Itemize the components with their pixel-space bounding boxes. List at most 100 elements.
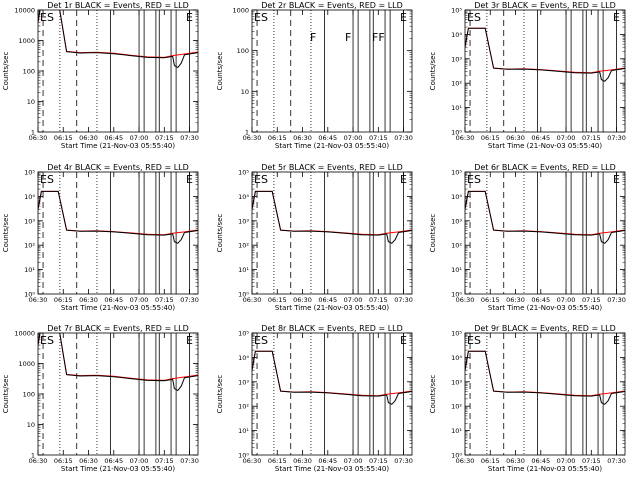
- x-tick-label: 06:30: [243, 457, 262, 465]
- x-tick-label: 06:30: [293, 457, 312, 465]
- marker-label: ES: [40, 173, 54, 186]
- y-tick-label: 10⁰: [24, 291, 35, 299]
- y-tick-label: 10³: [451, 217, 462, 225]
- x-tick-label: 07:00: [557, 296, 576, 304]
- y-tick-label: 10000: [14, 330, 35, 338]
- y-tick-label: 100: [23, 68, 35, 76]
- y-tick-label: 10¹: [238, 266, 249, 274]
- series-events-line: [252, 190, 412, 244]
- y-tick-label: 10⁰: [238, 291, 249, 299]
- marker-label: E: [400, 334, 407, 347]
- x-tick-label: 07:15: [582, 134, 601, 142]
- x-tick-label: 07:30: [607, 296, 626, 304]
- event-lines: [42, 172, 190, 294]
- y-tick-label: 10: [241, 88, 249, 96]
- series-events-line: [252, 350, 412, 405]
- series-lld-line: [465, 350, 625, 397]
- plot-frame: [37, 332, 199, 456]
- marker-label: E: [186, 11, 193, 24]
- marker-label: E: [186, 173, 193, 186]
- marker-label: ES: [467, 11, 481, 24]
- panel-title: Det 3r BLACK = Events, RED = LLD: [474, 1, 616, 10]
- plot-frame: [464, 332, 626, 456]
- y-tick-label: 10: [27, 98, 35, 106]
- y-tick-label: 10⁰: [451, 452, 462, 460]
- x-tick-label: 07:15: [582, 457, 601, 465]
- x-tick-label: 06:15: [481, 457, 500, 465]
- x-tick-label: 06:15: [268, 134, 287, 142]
- marker-label: F: [345, 31, 351, 44]
- marker-label: ES: [40, 11, 54, 24]
- y-tick-label: 10³: [451, 55, 462, 63]
- x-tick-label: 06:30: [79, 134, 98, 142]
- x-tick-label: 06:30: [29, 296, 48, 304]
- x-axis-label: Start Time (21-Nov-03 05:55:40): [275, 465, 389, 473]
- x-axis-label: Start Time (21-Nov-03 05:55:40): [275, 142, 389, 150]
- event-lines: [256, 172, 404, 294]
- y-tick-label: 10²: [451, 403, 462, 411]
- y-tick-label: 10²: [451, 242, 462, 250]
- series-lld-line: [465, 27, 625, 74]
- y-axis-label: Counts/sec: [216, 52, 224, 91]
- y-tick-label: 1: [245, 129, 249, 137]
- x-tick-label: 06:45: [531, 457, 550, 465]
- y-axis-label: Counts/sec: [216, 375, 224, 414]
- y-tick-label: 100: [237, 47, 249, 55]
- x-tick-label: 07:00: [344, 457, 363, 465]
- y-tick-label: 10⁵: [451, 7, 462, 15]
- series-lld-line: [252, 350, 412, 397]
- x-tick-label: 06:15: [54, 296, 73, 304]
- marker-label: E: [186, 334, 193, 347]
- y-axis-label: Counts/sec: [2, 214, 10, 253]
- y-tick-label: 10²: [238, 403, 249, 411]
- series-events-line: [465, 27, 625, 82]
- marker-label: E: [613, 173, 620, 186]
- x-axis-label: Start Time (21-Nov-03 05:55:40): [488, 304, 602, 312]
- marker-label: E: [613, 334, 620, 347]
- x-tick-label: 07:00: [557, 134, 576, 142]
- x-tick-label: 06:30: [506, 134, 525, 142]
- x-tick-label: 06:30: [506, 296, 525, 304]
- y-tick-label: 10¹: [238, 427, 249, 435]
- event-lines: [256, 10, 404, 132]
- event-lines: [469, 333, 617, 455]
- x-tick-label: 06:15: [481, 134, 500, 142]
- x-tick-label: 06:15: [481, 296, 500, 304]
- y-tick-label: 10²: [24, 242, 35, 250]
- y-tick-label: 10⁴: [24, 193, 35, 201]
- plot-frame: [464, 9, 626, 133]
- plot-frame: [251, 171, 413, 295]
- y-tick-label: 10⁴: [451, 354, 462, 362]
- y-axis-label: Counts/sec: [216, 214, 224, 253]
- y-tick-label: 1: [31, 129, 35, 137]
- panel-title: Det 2r BLACK = Events, RED = LLD: [261, 1, 403, 10]
- x-tick-label: 06:45: [531, 134, 550, 142]
- plot-frame: [251, 9, 413, 133]
- marker-label: E: [400, 173, 407, 186]
- x-tick-label: 07:30: [607, 457, 626, 465]
- x-tick-label: 07:30: [180, 134, 199, 142]
- y-tick-label: 10³: [451, 378, 462, 386]
- y-tick-label: 1000: [232, 7, 249, 15]
- plot-frame: [251, 332, 413, 456]
- y-tick-label: 10⁵: [451, 330, 462, 338]
- x-tick-label: 07:30: [394, 457, 413, 465]
- x-tick-label: 06:30: [29, 134, 48, 142]
- y-axis-label: Counts/sec: [429, 375, 437, 414]
- x-tick-label: 06:30: [506, 457, 525, 465]
- y-tick-label: 10²: [238, 242, 249, 250]
- x-tick-label: 07:15: [369, 134, 388, 142]
- series-lld-line: [465, 190, 625, 236]
- x-tick-label: 07:15: [155, 296, 174, 304]
- x-tick-label: 07:15: [369, 296, 388, 304]
- panel-title: Det 5r BLACK = Events, RED = LLD: [261, 163, 403, 172]
- x-tick-label: 06:45: [318, 457, 337, 465]
- panel-title: Det 4r BLACK = Events, RED = LLD: [47, 163, 189, 172]
- y-axis-label: Counts/sec: [2, 52, 10, 91]
